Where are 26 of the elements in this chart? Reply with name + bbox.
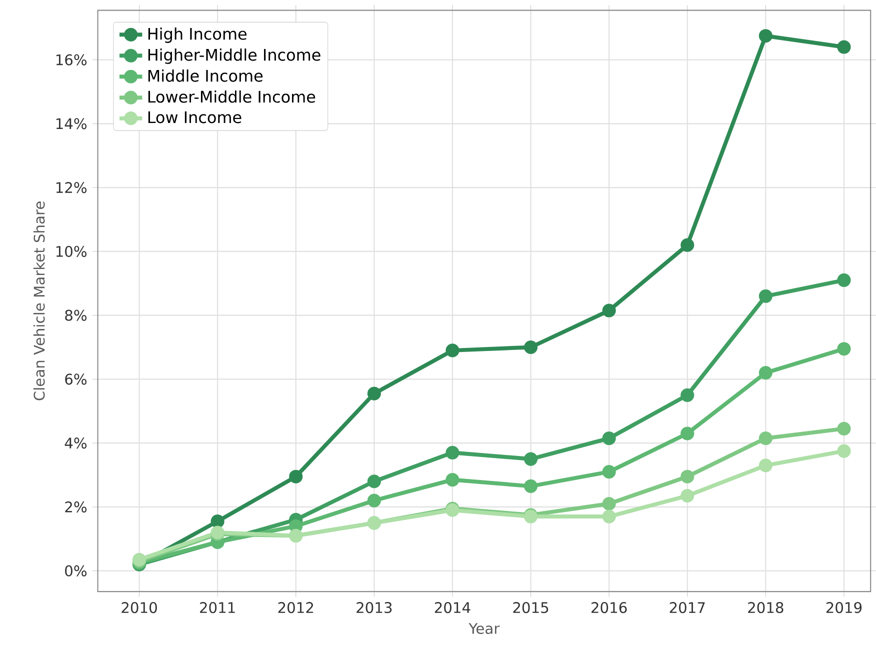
y-tick-label: 8% — [65, 310, 87, 321]
y-tick-label: 6% — [65, 373, 87, 385]
x-tick-label: 2018 — [748, 602, 784, 613]
x-tick-label: 2013 — [356, 602, 392, 613]
x-axis-title: Year — [468, 622, 500, 634]
x-tick-label: 2015 — [513, 602, 548, 613]
legend-label: Higher-Middle Income — [148, 48, 320, 64]
y-tick-label: 10% — [56, 246, 87, 257]
x-tick-label: 2010 — [122, 602, 157, 613]
y-tick-label: 4% — [64, 437, 87, 448]
y-tick-label: 14% — [56, 118, 87, 129]
x-tick-label: 2014 — [434, 602, 470, 613]
x-tick-label: 2012 — [278, 602, 314, 613]
legend-label: Low Income — [148, 111, 242, 124]
y-tick-label: 2% — [65, 501, 87, 512]
legend-label: Middle Income — [148, 69, 263, 82]
x-tick-label: 2011 — [200, 602, 235, 613]
x-tick-label: 2016 — [592, 602, 627, 613]
x-tick-label: 2019 — [826, 602, 862, 613]
legend-label: Lower-Middle Income — [148, 90, 316, 103]
x-tick-label: 2017 — [670, 602, 705, 613]
y-tick-label: 0% — [65, 565, 87, 576]
y-tick-label: 16% — [56, 54, 87, 66]
y-tick-label: 12% — [56, 182, 87, 193]
legend-label: High Income — [148, 27, 246, 43]
y-axis-title: Clean Vehicle Market Share — [33, 201, 45, 400]
